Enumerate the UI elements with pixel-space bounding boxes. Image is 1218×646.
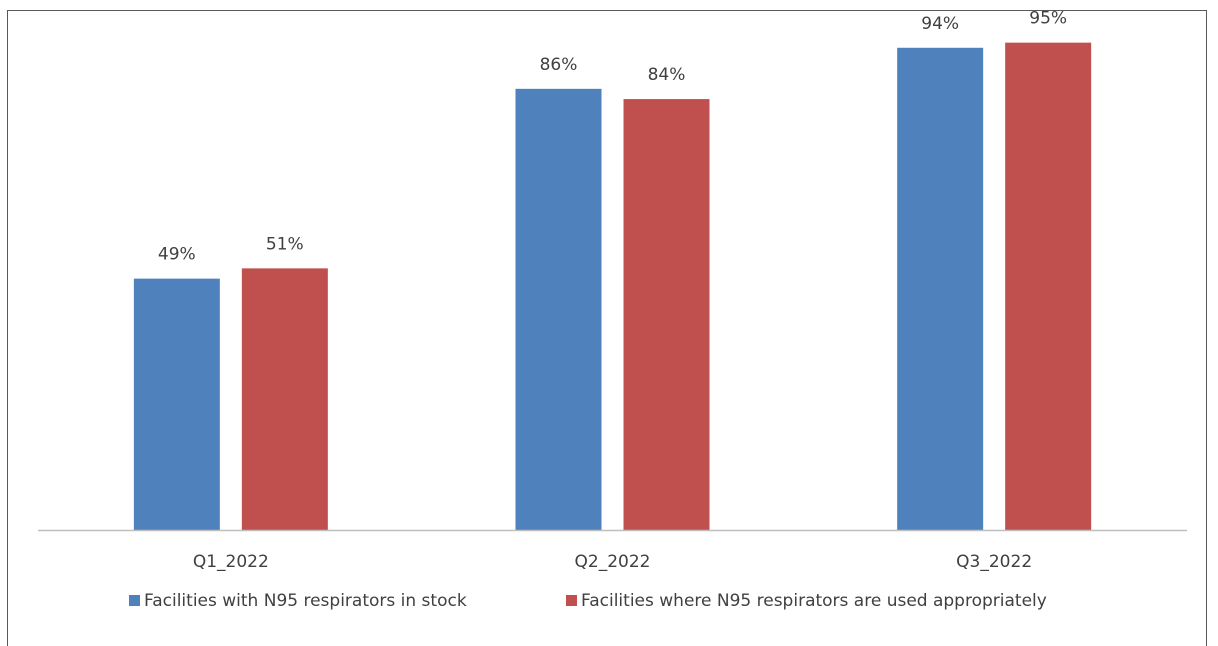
data-label: 84% [648, 65, 686, 85]
bar-q1-2022-series-1 [133, 278, 220, 530]
data-label: 94% [921, 14, 959, 34]
data-label: 51% [266, 234, 304, 254]
bar-q3-2022-series-1 [897, 47, 984, 530]
bar-q2-2022-series-2 [623, 99, 710, 530]
data-label: 95% [1029, 9, 1067, 29]
x-tick-label: Q3_2022 [956, 552, 1032, 572]
legend-label-series-2: Facilities where N95 respirators are use… [581, 591, 1047, 611]
legend-swatch-series-1 [129, 595, 140, 606]
data-labels-layer: 49% 51% 86% 84% 94% 95% [158, 9, 1067, 265]
x-tick-label: Q2_2022 [575, 552, 651, 572]
bar-q3-2022-series-2 [1005, 42, 1092, 531]
legend-label-series-1: Facilities with N95 respirators in stock [144, 591, 467, 611]
legend: Facilities with N95 respirators in stock… [129, 591, 1047, 611]
bar-q1-2022-series-2 [241, 268, 328, 530]
legend-swatch-series-2 [566, 595, 577, 606]
data-label: 49% [158, 245, 196, 265]
x-tick-label: Q1_2022 [193, 552, 269, 572]
data-label: 86% [540, 55, 578, 75]
x-tick-labels-layer: Q1_2022 Q2_2022 Q3_2022 [193, 552, 1032, 572]
bars-layer [133, 42, 1092, 531]
bar-q2-2022-series-1 [515, 88, 602, 530]
